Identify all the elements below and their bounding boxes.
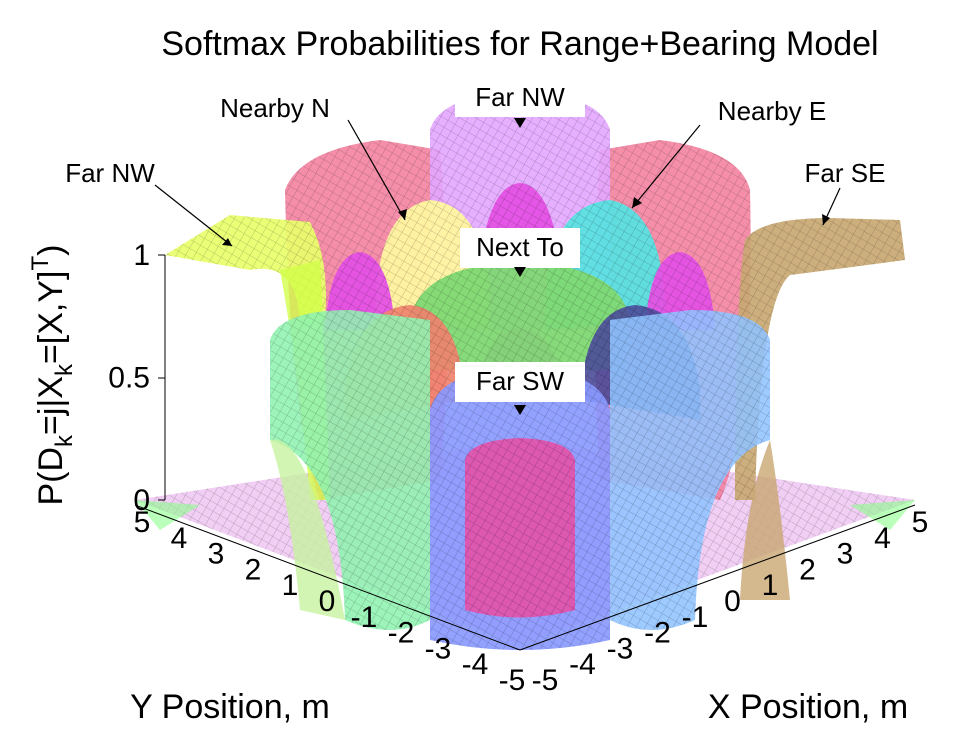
y-tick-label: 2 — [245, 553, 262, 586]
x-tick-label: -4 — [569, 648, 596, 681]
x-tick-label: 2 — [799, 553, 816, 586]
z-axis-label: P(Dk=j|Xk=[X,Y]T) — [27, 244, 78, 505]
y-tick-label: -4 — [462, 648, 489, 681]
annotation-label: Nearby N — [220, 93, 330, 123]
x-tick-label: 1 — [762, 569, 779, 602]
far-sw-surface — [430, 368, 610, 650]
annotation-nearby-n: Nearby N — [220, 93, 407, 221]
x-tick-label: -5 — [532, 664, 559, 697]
y-tick-label: -1 — [351, 601, 378, 634]
far-se-surface — [735, 218, 905, 500]
y-axis-line — [134, 504, 521, 651]
chart-title: Softmax Probabilities for Range+Bearing … — [161, 25, 878, 63]
x-tick-label: -2 — [644, 617, 671, 650]
x-axis-line — [519, 504, 916, 651]
x-axis-label: X Position, m — [708, 688, 908, 726]
x-tick-label: 5 — [912, 506, 929, 539]
y-tick-label: 5 — [134, 506, 151, 539]
z-tick-label: 1 — [133, 239, 150, 272]
y-tick-label: -5 — [499, 664, 526, 697]
x-tick-label: -3 — [607, 632, 634, 665]
annotation-next-to: Next To — [460, 228, 580, 277]
y-tick-label: -3 — [425, 632, 452, 665]
x-tick-label: -1 — [682, 601, 709, 634]
y-axis-label: Y Position, m — [130, 688, 330, 726]
z-axis — [158, 254, 166, 501]
annotation-label: Nearby E — [718, 96, 826, 126]
x-tick-label: 0 — [724, 585, 741, 618]
annotation-label: Next To — [476, 232, 564, 262]
green-left-surface — [270, 310, 430, 630]
annotation-far-sw: Far SW — [455, 362, 585, 415]
x-tick-label: 4 — [874, 522, 891, 555]
annotation-nearby-e: Nearby E — [631, 93, 853, 209]
annotation-label: Far NW — [475, 82, 565, 112]
y-tick-label: 1 — [282, 569, 299, 602]
next-to-surface — [410, 262, 630, 370]
blue-right-surface — [610, 310, 790, 630]
annotation-label: Far SE — [805, 158, 886, 188]
annotation-label: Far SW — [476, 366, 565, 396]
y-tick-label: 4 — [171, 522, 188, 555]
annotation-far-nw-left: Far NW — [65, 158, 233, 247]
annotation-label: Far NW — [65, 158, 155, 188]
annotation-far-se: Far SE — [805, 158, 886, 226]
x-tick-label: 3 — [837, 538, 854, 571]
z-tick-label: 0.5 — [108, 362, 150, 395]
y-tick-label: 3 — [208, 538, 225, 571]
x-tick-labels: -5 -4 -3 -2 -1 0 1 2 3 4 5 — [532, 506, 929, 697]
y-tick-label: 0 — [319, 585, 336, 618]
annotation-far-nw-top: Far NW — [455, 77, 585, 128]
y-tick-label: -2 — [388, 617, 415, 650]
z-tick-label: 0 — [133, 484, 150, 517]
z-tick-labels: 00.51 — [108, 239, 150, 517]
